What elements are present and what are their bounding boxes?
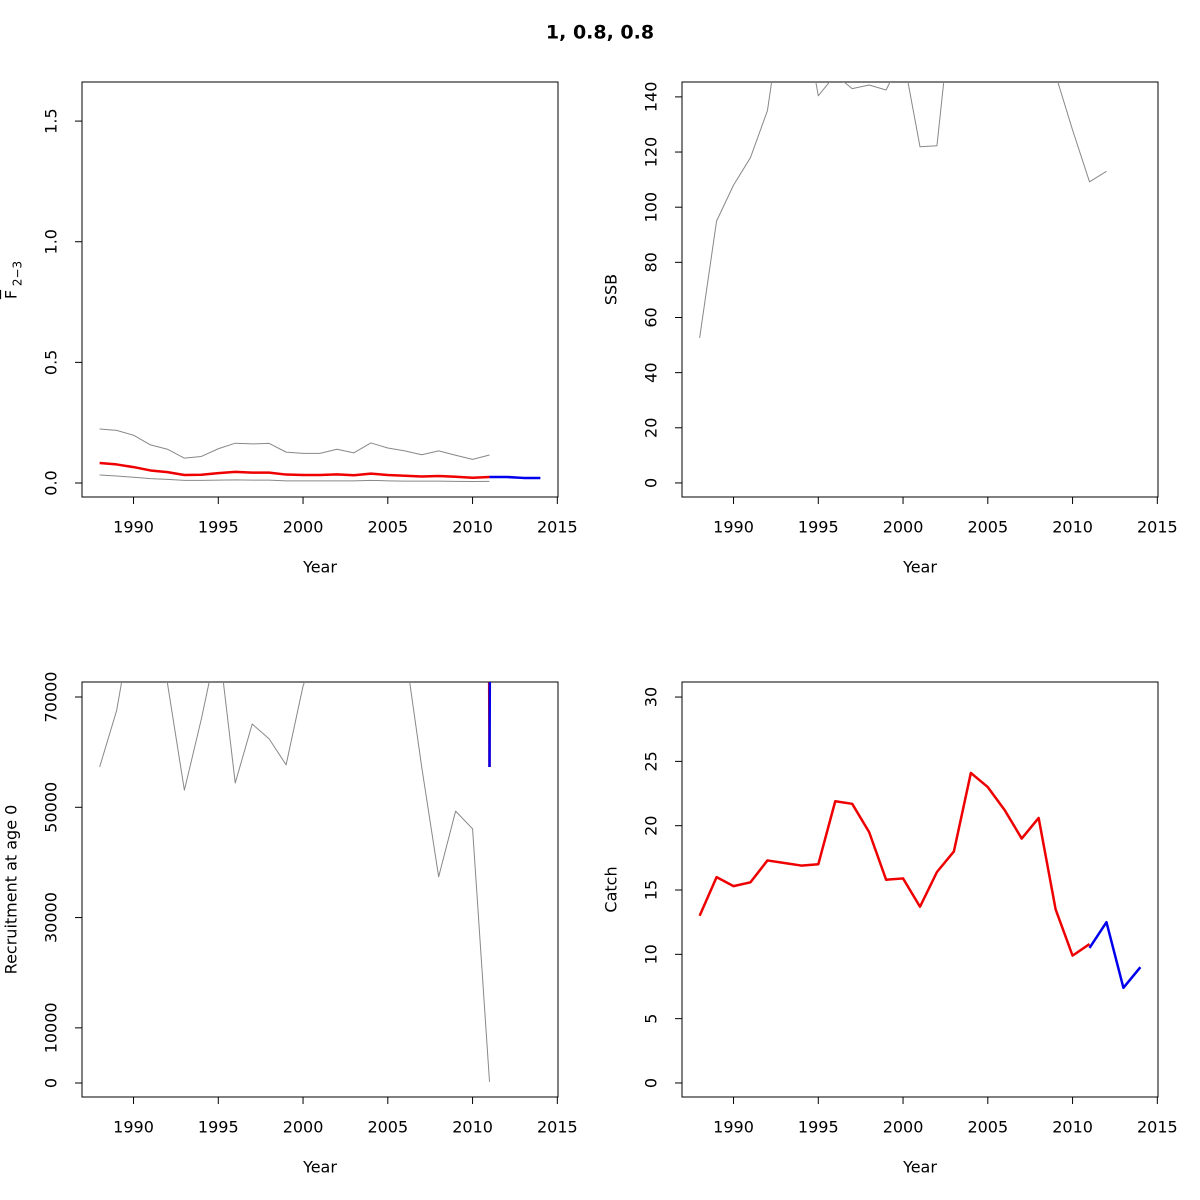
panel: 1990 1995 2000 2005 2010 2015 0.0 0.5 1.0 1.5 Year… <box>2 81 578 577</box>
x-tick-label: 1990 <box>713 1118 754 1137</box>
y-tick-label: 0 <box>642 1078 661 1088</box>
x-tick-label: 1995 <box>198 518 239 537</box>
x-axis-label: Year <box>302 558 337 577</box>
y-tick-label: 25 <box>642 751 661 771</box>
data-line <box>99 461 490 479</box>
y-axis-label: F <box>2 290 21 299</box>
data-line <box>698 771 1091 957</box>
x-tick-label: 1995 <box>798 1118 839 1137</box>
y-axis-label: SSB <box>602 274 621 305</box>
x-tick-label: 2005 <box>967 518 1008 537</box>
y-tick-label: 70000 <box>42 672 61 723</box>
x-tick-label: 2000 <box>283 1118 324 1137</box>
x-tick-label: 2005 <box>367 1118 408 1137</box>
x-tick-label: 1995 <box>798 518 839 537</box>
x-axis-label: Year <box>302 1158 337 1177</box>
x-tick-label: 1990 <box>113 1118 154 1137</box>
x-tick-label: 2015 <box>537 1118 578 1137</box>
y-tick-label: 100 <box>642 192 661 223</box>
x-tick-label: 2005 <box>967 1118 1008 1137</box>
x-tick-label: 2015 <box>537 518 578 537</box>
y-tick-label: 10 <box>642 944 661 964</box>
data-line <box>99 682 491 1082</box>
x-tick-label: 1995 <box>198 1118 239 1137</box>
x-tick-label: 2010 <box>452 1118 493 1137</box>
y-tick-label: 20 <box>642 816 661 836</box>
y-axis-label-sub: 2−3 <box>11 261 25 286</box>
y-tick-label: 5 <box>642 1014 661 1024</box>
x-axis-label: Year <box>902 558 937 577</box>
y-tick-label: 50000 <box>42 782 61 833</box>
data-line <box>99 474 490 483</box>
x-tick-label: 1990 <box>113 518 154 537</box>
data-line <box>488 682 492 768</box>
y-tick-label: 140 <box>642 82 661 113</box>
plot-frame <box>681 681 1159 1098</box>
y-tick-label: 120 <box>642 137 661 168</box>
panel: 1990 1995 2000 2005 2010 2015 0 5 10 15 20 25 30 Year… <box>602 681 1178 1177</box>
y-axis-label: Catch <box>602 866 621 912</box>
y-tick-label: 0.0 <box>42 470 61 495</box>
data-line <box>1088 920 1142 990</box>
plot-frame <box>81 81 559 498</box>
y-tick-label: 15 <box>642 880 661 900</box>
data-line <box>99 428 490 460</box>
x-tick-label: 2015 <box>1137 518 1178 537</box>
y-tick-label: 40 <box>642 362 661 382</box>
x-tick-label: 2010 <box>452 518 493 537</box>
panel: 1990 1995 2000 2005 2010 2015 0 10000 30000 50000… <box>2 672 578 1177</box>
y-axis-label: Recruitment at age 0 <box>2 805 21 975</box>
y-tick-label: 1.0 <box>42 229 61 254</box>
y-tick-label: 0.5 <box>42 350 61 375</box>
y-tick-label: 1.5 <box>42 108 61 133</box>
x-tick-label: 2015 <box>1137 1118 1178 1137</box>
x-tick-label: 2005 <box>367 518 408 537</box>
y-tick-label: 0 <box>642 478 661 488</box>
x-tick-label: 2000 <box>283 518 324 537</box>
x-axis-label: Year <box>902 1158 937 1177</box>
y-tick-label: 80 <box>642 252 661 272</box>
data-line <box>699 82 1107 338</box>
x-tick-label: 1990 <box>713 518 754 537</box>
y-tick-label: 60 <box>642 307 661 327</box>
x-tick-label: 2010 <box>1052 1118 1093 1137</box>
y-tick-label: 10000 <box>42 1002 61 1053</box>
figure-title: 1, 0.8, 0.8 <box>546 22 654 44</box>
x-tick-label: 2010 <box>1052 518 1093 537</box>
x-tick-label: 2000 <box>883 1118 924 1137</box>
data-line <box>487 682 491 768</box>
data-line <box>489 475 541 480</box>
panel: 1990 1995 2000 2005 2010 2015 0 20 40 60 80 100 120 1… <box>602 81 1178 577</box>
y-tick-label: 30 <box>642 687 661 707</box>
y-tick-label: 30000 <box>42 892 61 943</box>
y-tick-label: 20 <box>642 418 661 438</box>
y-tick-label: 0 <box>42 1078 61 1088</box>
x-tick-label: 2000 <box>883 518 924 537</box>
